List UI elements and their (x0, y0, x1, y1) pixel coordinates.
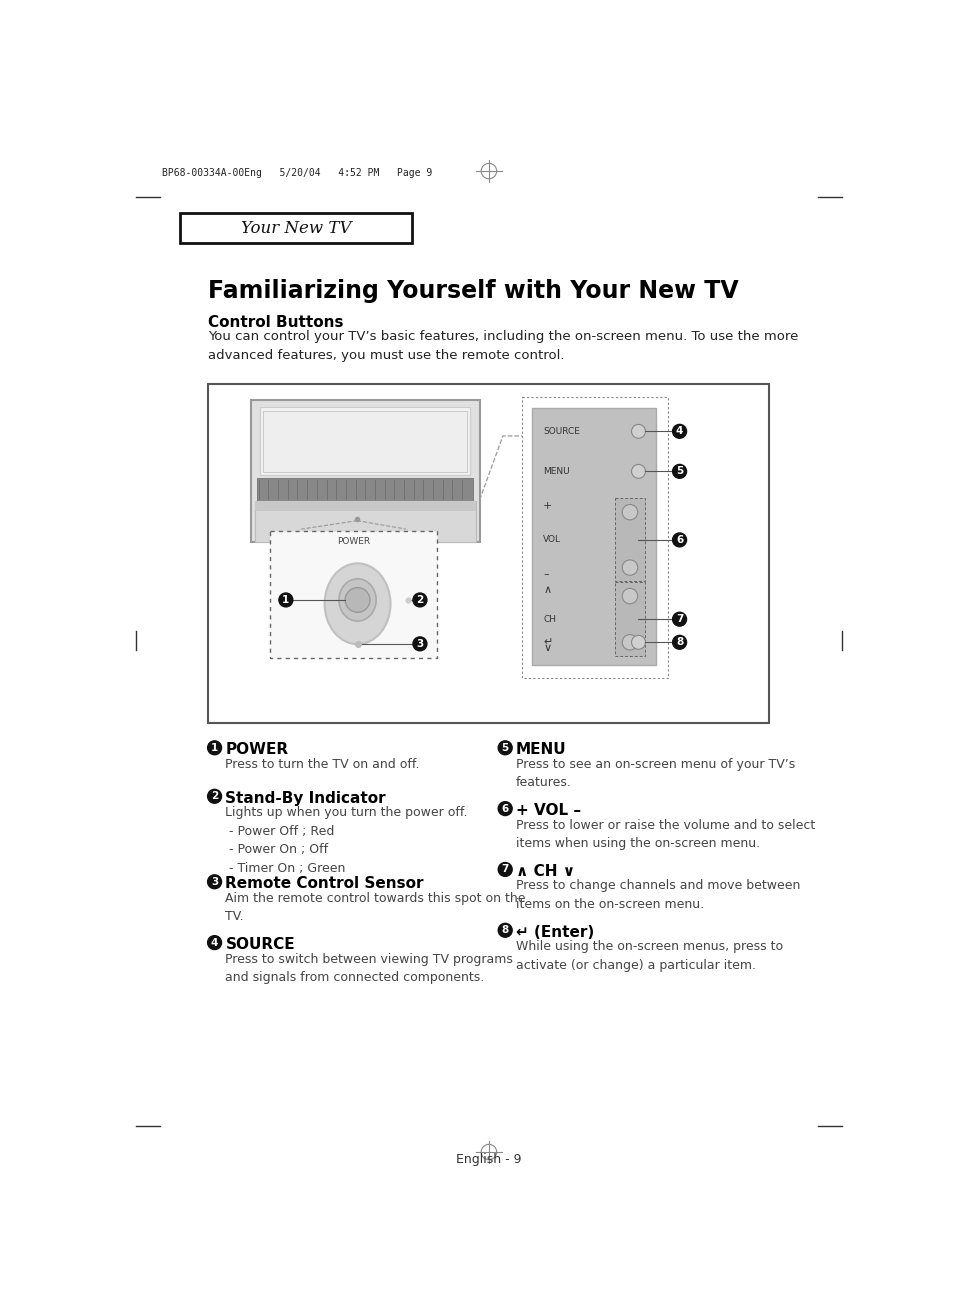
Text: ∧: ∧ (542, 586, 551, 595)
Text: 6: 6 (501, 803, 508, 814)
Text: 5: 5 (676, 466, 682, 477)
Circle shape (278, 593, 293, 607)
Text: BP68-00334A-00Eng   5/20/04   4:52 PM   Page 9: BP68-00334A-00Eng 5/20/04 4:52 PM Page 9 (162, 168, 432, 178)
Text: While using the on-screen menus, press to
activate (or change) a particular item: While using the on-screen menus, press t… (516, 941, 782, 972)
Text: CH: CH (542, 614, 556, 624)
Circle shape (497, 802, 512, 816)
Text: Your New TV: Your New TV (240, 220, 351, 237)
Text: ↵: ↵ (542, 637, 552, 647)
Text: 7: 7 (675, 614, 682, 624)
Ellipse shape (324, 563, 390, 645)
Text: ↵ (Enter): ↵ (Enter) (516, 925, 594, 939)
Circle shape (631, 635, 645, 650)
Text: Press to see an on-screen menu of your TV’s
features.: Press to see an on-screen menu of your T… (516, 757, 795, 790)
Text: 2: 2 (416, 595, 423, 605)
FancyBboxPatch shape (521, 397, 667, 679)
Circle shape (672, 424, 686, 439)
Circle shape (208, 875, 221, 888)
Text: –: – (542, 569, 548, 579)
Text: Press to lower or raise the volume and to select
items when using the on-screen : Press to lower or raise the volume and t… (516, 819, 815, 850)
FancyBboxPatch shape (257, 478, 473, 502)
Text: 1: 1 (282, 595, 289, 605)
Text: + VOL –: + VOL – (516, 803, 580, 819)
FancyBboxPatch shape (251, 400, 479, 542)
Circle shape (672, 465, 686, 478)
FancyBboxPatch shape (254, 502, 476, 542)
Text: Stand-By Indicator: Stand-By Indicator (225, 791, 386, 806)
Text: Aim the remote control towards this spot on the
TV.: Aim the remote control towards this spot… (225, 892, 525, 924)
Text: 3: 3 (211, 876, 218, 887)
Circle shape (208, 741, 221, 755)
Circle shape (413, 637, 427, 651)
Text: POWER: POWER (225, 743, 288, 757)
FancyBboxPatch shape (270, 531, 436, 658)
FancyBboxPatch shape (263, 410, 467, 472)
Circle shape (345, 588, 370, 612)
Text: Press to switch between viewing TV programs
and signals from connected component: Press to switch between viewing TV progr… (225, 952, 513, 984)
Text: +: + (542, 500, 552, 511)
FancyBboxPatch shape (208, 384, 769, 723)
FancyBboxPatch shape (615, 582, 644, 656)
Circle shape (672, 533, 686, 546)
Circle shape (497, 862, 512, 876)
Text: MENU: MENU (516, 743, 566, 757)
Circle shape (621, 504, 637, 520)
Circle shape (621, 559, 637, 575)
Text: 4: 4 (211, 938, 218, 947)
Circle shape (672, 635, 686, 650)
FancyBboxPatch shape (179, 214, 412, 242)
Text: VOL: VOL (542, 536, 560, 545)
Text: English - 9: English - 9 (456, 1153, 521, 1166)
Circle shape (631, 424, 645, 439)
Text: 5: 5 (501, 743, 508, 753)
Text: Familiarizing Yourself with Your New TV: Familiarizing Yourself with Your New TV (208, 279, 739, 303)
Text: 6: 6 (676, 534, 682, 545)
Circle shape (208, 935, 221, 950)
Text: SOURCE: SOURCE (542, 427, 579, 436)
Circle shape (621, 588, 637, 604)
Text: MENU: MENU (542, 466, 569, 476)
Circle shape (497, 924, 512, 937)
FancyBboxPatch shape (254, 502, 476, 511)
FancyBboxPatch shape (615, 498, 644, 582)
Text: ∨: ∨ (542, 643, 551, 654)
Text: Lights up when you turn the power off.
 - Power Off ; Red
 - Power On ; Off
 - T: Lights up when you turn the power off. -… (225, 807, 467, 875)
Circle shape (413, 593, 427, 607)
Text: 2: 2 (211, 791, 218, 802)
Text: Press to turn the TV on and off.: Press to turn the TV on and off. (225, 757, 419, 770)
Text: POWER: POWER (336, 537, 370, 546)
Circle shape (208, 790, 221, 803)
Text: ∧ CH ∨: ∧ CH ∨ (516, 865, 575, 879)
FancyBboxPatch shape (532, 409, 655, 665)
Circle shape (672, 612, 686, 626)
Text: 8: 8 (501, 925, 508, 935)
Circle shape (631, 465, 645, 478)
Circle shape (497, 741, 512, 755)
Text: 8: 8 (676, 637, 682, 647)
Text: 1: 1 (211, 743, 218, 753)
Text: SOURCE: SOURCE (225, 937, 294, 952)
Text: 4: 4 (675, 426, 682, 436)
Text: Control Buttons: Control Buttons (208, 314, 343, 330)
Text: Press to change channels and move between
items on the on-screen menu.: Press to change channels and move betwee… (516, 879, 800, 910)
Text: 3: 3 (416, 639, 423, 648)
Circle shape (621, 634, 637, 650)
Text: You can control your TV’s basic features, including the on-screen menu. To use t: You can control your TV’s basic features… (208, 330, 798, 363)
Text: Remote Control Sensor: Remote Control Sensor (225, 876, 423, 891)
Text: 7: 7 (501, 865, 508, 875)
Ellipse shape (338, 579, 375, 621)
FancyBboxPatch shape (260, 407, 470, 476)
